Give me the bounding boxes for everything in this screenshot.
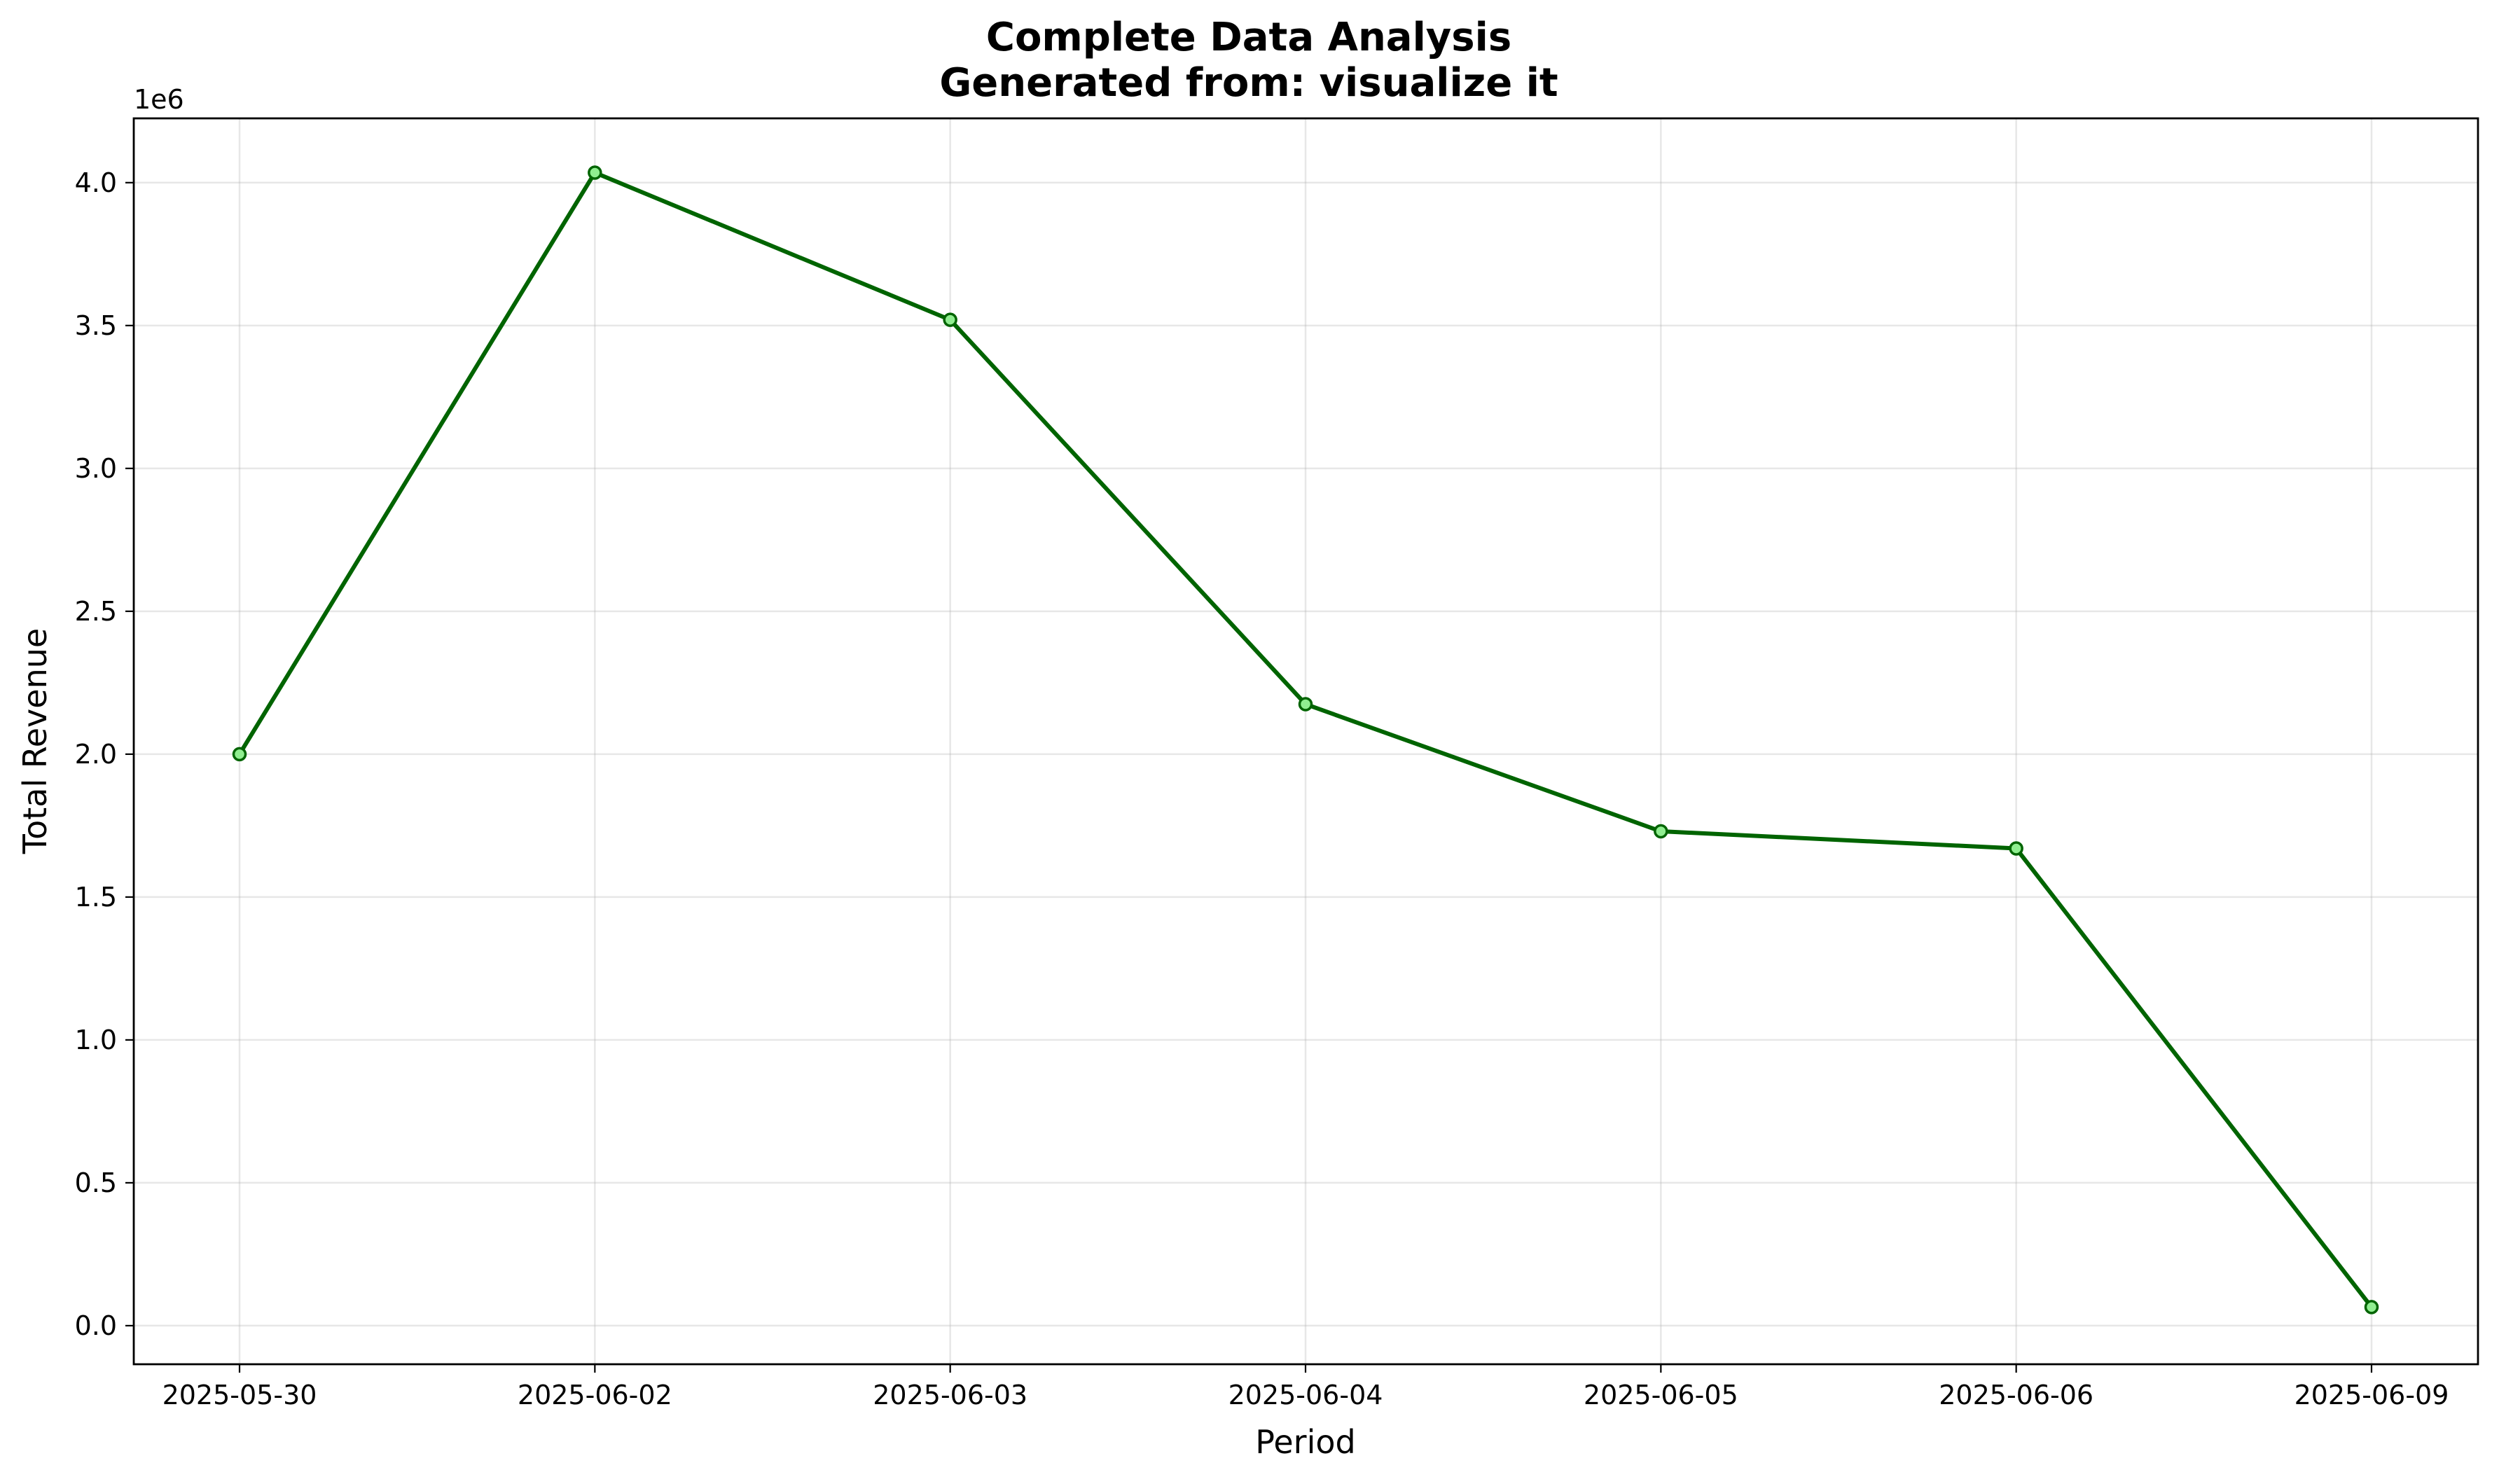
x-tick-label: 2025-06-03 bbox=[873, 1380, 1027, 1410]
x-tick-label: 2025-06-09 bbox=[2294, 1380, 2449, 1410]
data-point bbox=[232, 747, 247, 762]
marker-layer bbox=[232, 165, 2379, 1315]
y-axis-label: Total Revenue bbox=[16, 628, 54, 854]
tick-layer: 2025-05-30 2025-06-02 2025-06-03 2025-06-04… bbox=[75, 167, 2449, 1410]
data-point bbox=[1654, 824, 1668, 839]
grid-layer bbox=[134, 118, 2478, 1364]
y-tick-label: 1.0 bbox=[75, 1025, 117, 1055]
y-tick-label: 2.5 bbox=[75, 596, 117, 627]
data-point bbox=[588, 165, 602, 180]
x-tick-label: 2025-06-06 bbox=[1939, 1380, 2093, 1410]
y-tick-label: 1.5 bbox=[75, 882, 117, 913]
x-tick-label: 2025-06-05 bbox=[1584, 1380, 1738, 1410]
x-tick-label: 2025-06-04 bbox=[1228, 1380, 1383, 1410]
data-point bbox=[1298, 697, 1313, 712]
y-tick-label: 4.0 bbox=[75, 167, 117, 198]
x-axis-label: Period bbox=[1255, 1423, 1355, 1461]
y-tick-label: 3.0 bbox=[75, 453, 117, 484]
y-tick-label: 3.5 bbox=[75, 310, 117, 341]
data-point bbox=[2009, 841, 2023, 856]
chart-subtitle: Generated from: visualize it bbox=[939, 60, 1558, 106]
data-point bbox=[943, 312, 957, 327]
x-tick-label: 2025-05-30 bbox=[162, 1380, 317, 1410]
data-point bbox=[2364, 1300, 2379, 1315]
y-tick-label: 0.0 bbox=[75, 1310, 117, 1341]
x-tick-label: 2025-06-02 bbox=[518, 1380, 672, 1410]
chart-title: Complete Data Analysis bbox=[986, 15, 1511, 60]
y-tick-label: 2.0 bbox=[75, 739, 117, 770]
y-offset-label: 1e6 bbox=[134, 84, 184, 115]
y-tick-label: 0.5 bbox=[75, 1167, 117, 1198]
